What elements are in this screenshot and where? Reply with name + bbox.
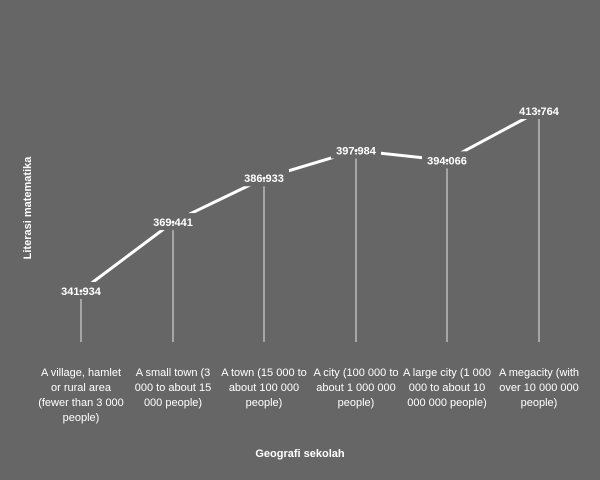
data-label-5: 413.764	[519, 106, 560, 118]
data-label-3: 397.984	[336, 146, 377, 158]
data-label-1: 369.441	[153, 217, 193, 229]
x-tick-label-megacity: A megacity (with over 10 000 000 people)	[498, 367, 580, 409]
data-label-0: 341.934	[61, 286, 102, 298]
x-tick-label-city: A city (100 000 to about 1 000 000 peopl…	[313, 367, 399, 409]
x-tick-label-town: A town (15 000 to about 100 000 people)	[221, 367, 307, 409]
data-point-5	[537, 109, 541, 113]
y-axis-title: Literasi matematika	[22, 156, 34, 260]
data-point-0	[79, 289, 83, 293]
data-point-1	[171, 220, 175, 224]
data-label-2: 386.933	[244, 173, 284, 185]
data-point-3	[354, 149, 358, 153]
x-axis-title: Geografi sekolah	[255, 448, 345, 460]
x-tick-label-village: A village, hamlet or rural area (fewer t…	[38, 367, 124, 424]
data-point-2	[262, 176, 266, 180]
series-line	[80, 109, 540, 293]
x-tick-label-small-town: A small town (3 000 to about 15 000 peop…	[134, 367, 212, 409]
data-point-4	[445, 158, 449, 162]
x-tick-label-large-city: A large city (1 000 000 to about 10 000 …	[402, 367, 492, 409]
data-label-4: 394.066	[427, 155, 467, 167]
